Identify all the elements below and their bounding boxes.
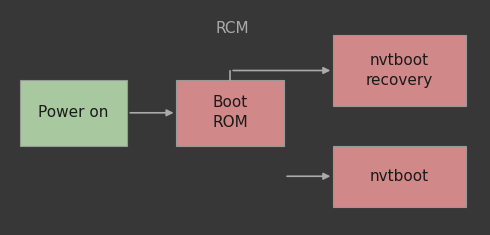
FancyBboxPatch shape xyxy=(176,80,284,146)
FancyBboxPatch shape xyxy=(333,35,466,106)
Text: nvtboot
recovery: nvtboot recovery xyxy=(366,53,433,88)
FancyBboxPatch shape xyxy=(333,146,466,207)
FancyBboxPatch shape xyxy=(20,80,127,146)
Text: Power on: Power on xyxy=(38,105,109,120)
Text: nvtboot: nvtboot xyxy=(370,169,429,184)
Text: RCM: RCM xyxy=(216,21,249,36)
Text: Boot
ROM: Boot ROM xyxy=(213,95,248,130)
